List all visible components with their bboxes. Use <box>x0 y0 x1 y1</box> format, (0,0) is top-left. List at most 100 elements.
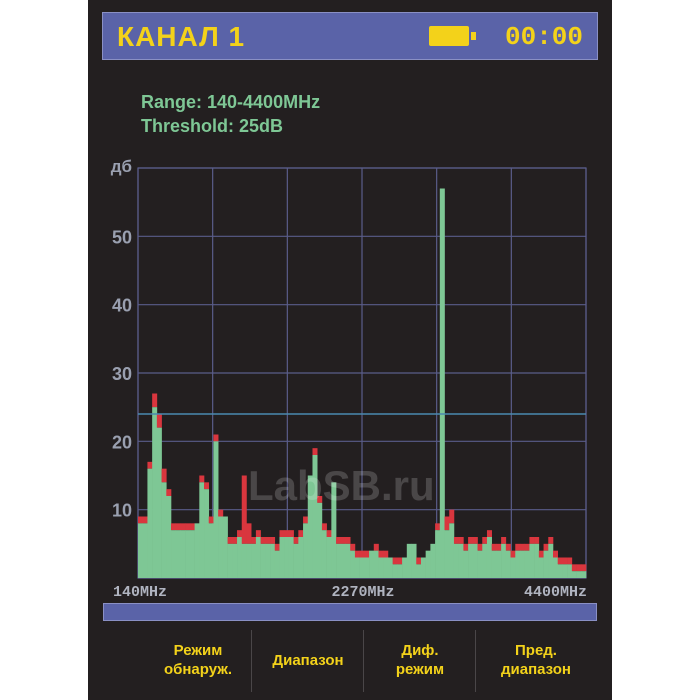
spectrum-bar <box>270 543 276 578</box>
softkey-label-line1: Режим <box>173 642 223 659</box>
softkey-label-line1: Диапазон <box>272 651 344 669</box>
peak-hold-mark <box>373 543 379 551</box>
spectrum-bar <box>194 523 200 578</box>
peak-hold-mark <box>378 550 384 558</box>
spectrum-bar <box>406 543 412 578</box>
spectrum-bar <box>237 537 243 578</box>
softkey-range[interactable]: Диапазон <box>256 628 360 692</box>
spectrum-bar <box>156 427 162 578</box>
spectrum-bar <box>293 543 299 578</box>
spectrum-bar <box>519 550 525 578</box>
peak-hold-mark <box>491 543 497 551</box>
channel-header-bar: КАНАЛ 1 00:00 <box>102 12 598 60</box>
y-tick-label: 50 <box>112 227 132 247</box>
peak-hold-mark <box>251 537 257 544</box>
spectrum-bar <box>538 557 544 578</box>
peak-hold-mark <box>142 516 148 524</box>
spectrum-bar <box>284 537 290 578</box>
peak-hold-mark <box>557 557 563 565</box>
spectrum-bar <box>241 543 247 578</box>
spectrum-bar <box>439 188 445 578</box>
peak-hold-mark <box>534 537 540 544</box>
softkey-detection-mode[interactable]: Режим обнаруж. <box>150 628 246 692</box>
peak-hold-mark <box>156 414 162 428</box>
spectrum-bar <box>458 543 464 578</box>
spectrum-bar <box>369 550 375 578</box>
spectrum-bar <box>138 523 144 578</box>
spectrum-bar <box>340 543 346 578</box>
spectrum-bar <box>425 550 431 578</box>
spectrum-bar <box>477 550 483 578</box>
peak-hold-mark <box>237 530 243 537</box>
spectrum-bar <box>486 537 492 578</box>
spectrum-bar <box>387 557 393 578</box>
softkey-diff-mode[interactable]: Диф. режим <box>368 628 472 692</box>
spectrum-bar <box>279 537 285 578</box>
peak-hold-mark <box>317 496 323 503</box>
spectrum-bar <box>274 550 280 578</box>
spectrum-bar <box>260 543 266 578</box>
spectrum-bar <box>529 543 535 578</box>
spectrum-bar <box>199 482 205 578</box>
spectrum-bar <box>331 482 337 578</box>
spectrum-bar <box>147 468 153 578</box>
softkey-separator <box>475 630 476 692</box>
peak-hold-mark <box>486 530 492 537</box>
spectrum-bar <box>505 550 511 578</box>
spectrum-bar <box>524 550 530 578</box>
spectrum-bar <box>312 455 318 578</box>
peak-hold-mark <box>350 543 356 551</box>
peak-hold-mark <box>326 530 332 537</box>
spectrum-bar <box>222 516 228 578</box>
spectrum-bar <box>557 564 563 578</box>
peak-hold-mark <box>345 537 351 544</box>
spectrum-bar <box>453 543 459 578</box>
peak-hold-mark <box>232 537 238 544</box>
peak-hold-mark <box>303 516 309 524</box>
peak-hold-mark <box>552 550 559 558</box>
peak-hold-mark <box>543 543 549 551</box>
spectrum-bar <box>166 496 172 578</box>
peak-hold-mark <box>538 550 544 558</box>
peak-hold-mark <box>383 550 389 558</box>
softkey-preset-range[interactable]: Пред. диапазон <box>480 628 592 692</box>
peak-hold-mark <box>340 537 346 544</box>
softkey-separator <box>363 630 364 692</box>
spectrum-bar <box>491 550 497 578</box>
spectrum-bar <box>468 543 474 578</box>
peak-hold-mark <box>449 509 455 524</box>
y-tick-label: 40 <box>112 296 132 316</box>
peak-hold-mark <box>270 537 276 544</box>
spectrum-bar <box>552 557 559 578</box>
peak-hold-mark <box>265 537 271 544</box>
spectrum-bar <box>303 523 309 578</box>
y-tick-label: 10 <box>112 501 132 521</box>
peak-hold-mark <box>359 550 365 558</box>
peak-hold-mark <box>576 564 582 572</box>
spectrum-bar <box>397 564 403 578</box>
peak-hold-mark <box>364 550 370 558</box>
peak-hold-mark <box>505 543 511 551</box>
spectrum-bar <box>515 550 521 578</box>
spectrum-bar <box>336 543 342 578</box>
peak-hold-mark <box>501 537 507 544</box>
peak-hold-mark <box>515 543 521 551</box>
channel-title: КАНАЛ 1 <box>117 21 246 52</box>
peak-hold-mark <box>529 537 535 544</box>
peak-hold-mark <box>185 523 191 531</box>
spectrum-bar <box>430 543 436 578</box>
spectrum-bar <box>482 543 488 578</box>
spectrum-bar <box>307 475 313 578</box>
peak-hold-mark <box>241 475 247 544</box>
spectrum-bar <box>576 571 582 578</box>
spectrum-bar <box>449 523 455 578</box>
spectrum-bar <box>359 557 365 578</box>
peak-hold-mark <box>562 557 568 565</box>
spectrum-bar <box>562 564 568 578</box>
spectrum-bar <box>416 564 422 578</box>
spectrum-bar <box>345 543 351 578</box>
device-screen <box>88 0 612 700</box>
spectrum-bar <box>567 564 573 578</box>
peak-hold-mark <box>468 537 474 544</box>
scan-progress-bar <box>103 603 597 621</box>
